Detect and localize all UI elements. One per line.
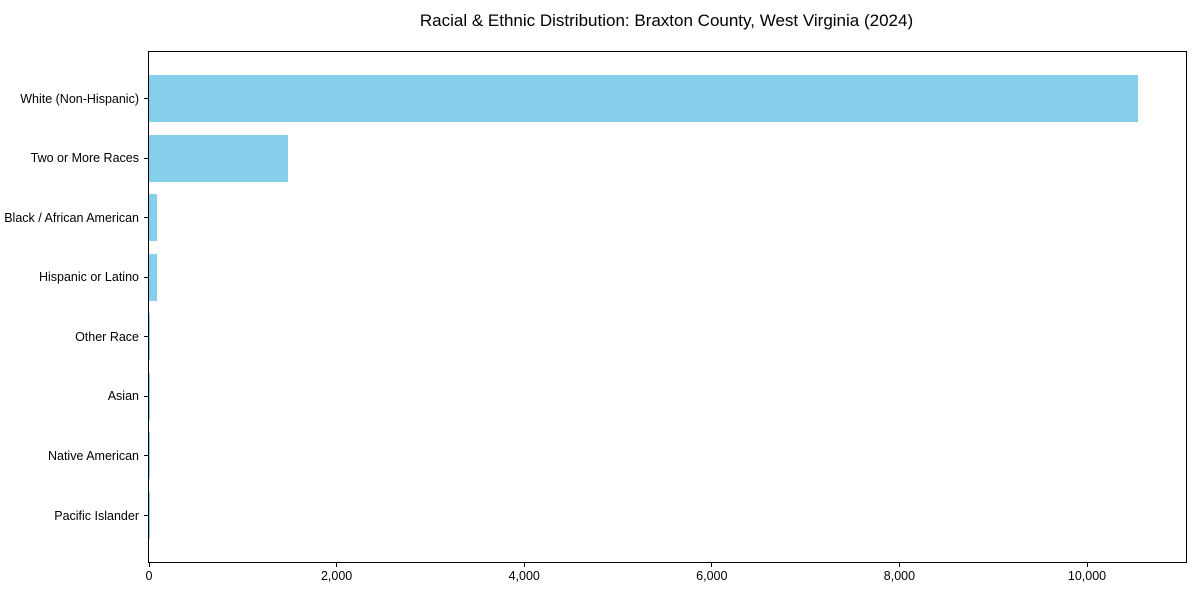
x-tick-mark [711, 563, 713, 567]
x-tick-mark [148, 563, 150, 567]
bar-white-non-hispanic [149, 75, 1139, 122]
bar-two-or-more-races [149, 134, 288, 182]
y-axis-label: Two or More Races [30, 151, 139, 166]
plot-area: White (Non-Hispanic) Two or More Races Bla… [4, 51, 1187, 583]
bar-black-african-american [149, 194, 157, 242]
y-tick-mark [144, 395, 148, 397]
y-tick-mark [144, 336, 148, 338]
x-axis-tick-label: 6,000 [696, 569, 728, 583]
y-axis-label: Black / African American [4, 210, 139, 225]
chart-title: Racial & Ethnic Distribution: Braxton Co… [419, 11, 914, 30]
y-tick-mark [144, 217, 148, 219]
y-axis-label: White (Non-Hispanic) [20, 91, 139, 106]
x-axis-tick-label: 4,000 [508, 569, 540, 583]
y-tick-mark [144, 157, 148, 159]
x-tick-mark [898, 563, 900, 567]
y-axis-label: Other Race [75, 329, 139, 344]
bar-other-race [149, 313, 151, 361]
x-tick-mark [336, 563, 338, 567]
y-axis-label: Asian [107, 389, 139, 404]
y-tick-mark [144, 276, 148, 278]
x-axis-tick-label: 2,000 [320, 569, 353, 583]
x-tick-mark [523, 563, 525, 567]
y-axis-label: Native American [47, 448, 139, 463]
y-axis-label: Hispanic or Latino [38, 270, 139, 285]
y-axis-label: Pacific Islander [54, 508, 139, 523]
bar-asian [149, 372, 151, 420]
y-tick-mark [144, 515, 148, 516]
y-tick-mark [144, 455, 148, 457]
x-axis-tick-label: 8,000 [883, 569, 916, 583]
bar-hispanic-or-latino [149, 253, 158, 301]
x-axis-tick-label: 10,000 [1067, 569, 1107, 583]
x-tick-mark [1086, 563, 1088, 567]
y-tick-mark [144, 98, 148, 99]
x-axis-tick-label: 0 [145, 569, 153, 583]
